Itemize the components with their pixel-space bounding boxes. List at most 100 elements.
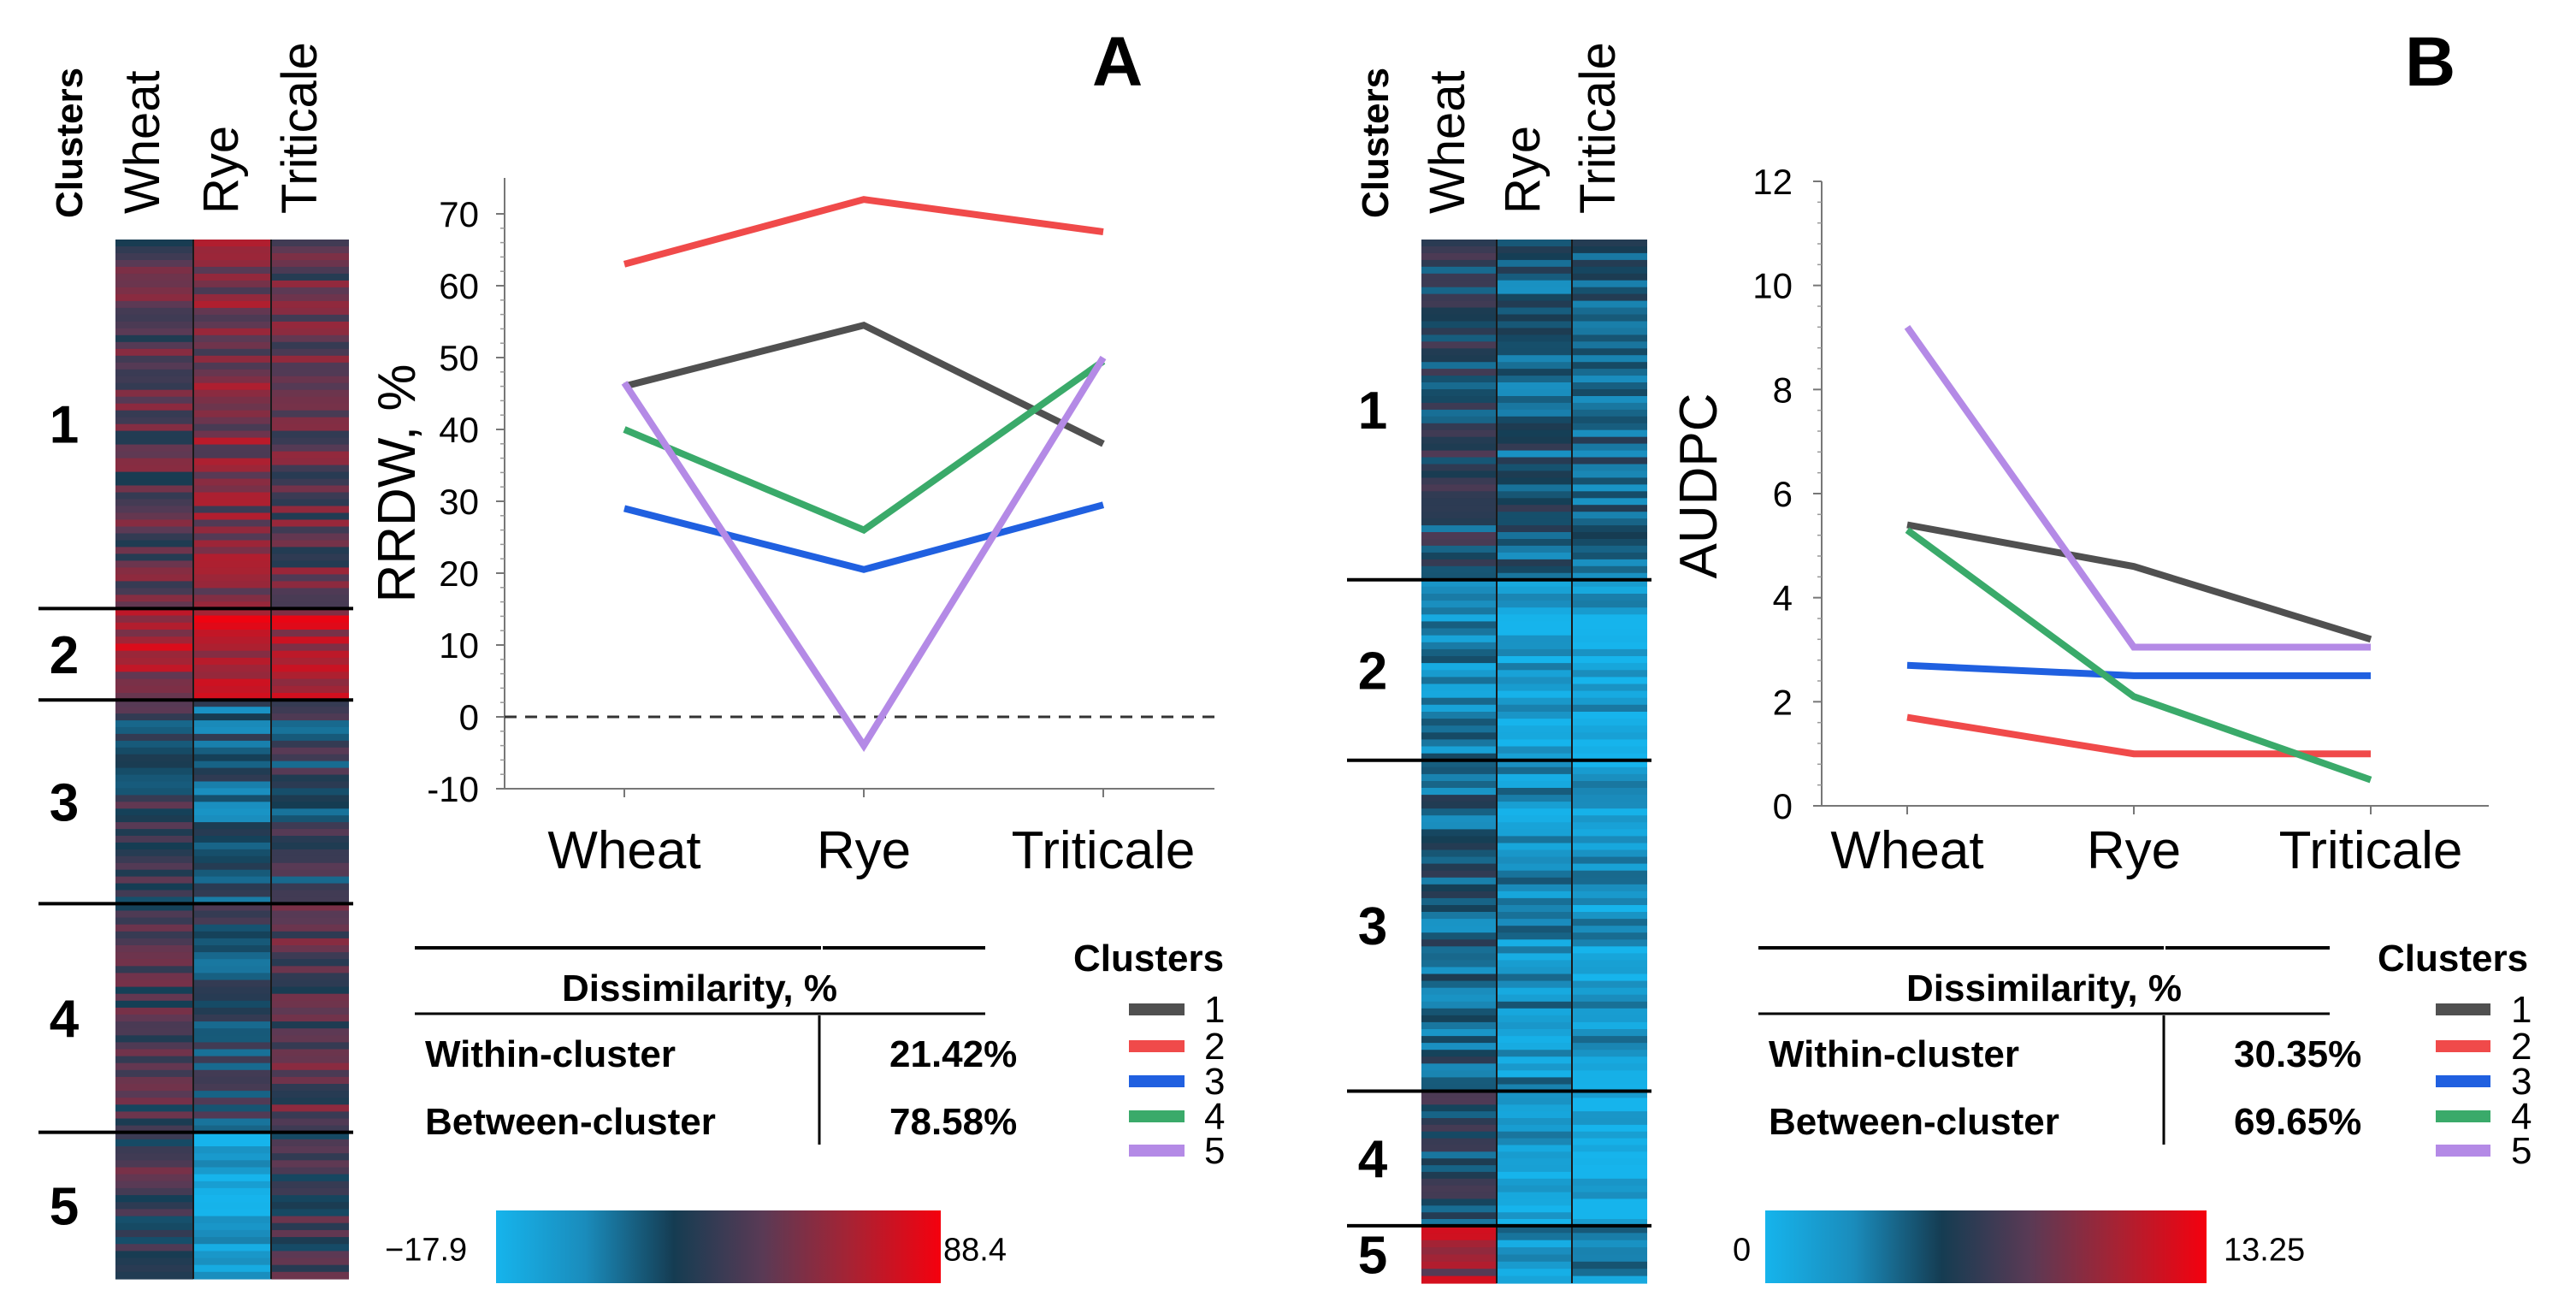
heatmap-cell	[1572, 973, 1647, 982]
heatmap-cell	[271, 417, 349, 425]
heatmap-cell	[271, 423, 349, 432]
heatmap-cell	[193, 630, 271, 637]
heatmap-cell	[271, 478, 349, 487]
heatmap-cell	[1572, 712, 1647, 719]
heatmap-cell	[193, 266, 271, 275]
heatmap-cell	[115, 437, 193, 446]
heatmap-cell	[271, 883, 349, 891]
heatmap-cell	[193, 855, 271, 864]
heatmap-cell	[271, 588, 349, 595]
heatmap-cell	[193, 829, 271, 837]
heatmap-cell	[1497, 1225, 1572, 1234]
heatmap-cell	[115, 574, 193, 582]
heatmap-cell	[1421, 572, 1497, 581]
heatmap-cell	[193, 924, 271, 932]
y-tick-label: 70	[439, 194, 479, 234]
heatmap-cell	[271, 720, 349, 728]
heatmap-cell	[1421, 946, 1497, 954]
heatmap-cell	[1572, 369, 1647, 376]
heatmap-cell	[1497, 1138, 1572, 1146]
x-tick-label: Triticale	[1012, 821, 1196, 880]
heatmap-cell	[193, 993, 271, 1002]
heatmap-cell	[115, 1167, 193, 1175]
heatmap-cell	[193, 1028, 271, 1036]
heatmap-cluster-label: 3	[1358, 897, 1387, 956]
y-tick-label: 20	[439, 553, 479, 594]
heatmap-cell	[193, 1271, 271, 1280]
heatmap-cell	[115, 1015, 193, 1022]
heatmap-cell	[271, 553, 349, 561]
heatmap-cell	[115, 458, 193, 466]
heatmap-cell	[271, 451, 349, 459]
heatmap-cell	[193, 1174, 271, 1182]
table-row-value: 30.35%	[2234, 1033, 2361, 1075]
heatmap-cell	[271, 1118, 349, 1127]
heatmap-cell	[1497, 1111, 1572, 1119]
heatmap-cell	[271, 471, 349, 480]
legend-title: Clusters	[2378, 938, 2528, 979]
heatmap-cell	[1497, 1063, 1572, 1071]
heatmap-cell	[1421, 980, 1497, 989]
legend-label: 1	[2511, 989, 2532, 1031]
heatmap-cell	[115, 622, 193, 630]
heatmap-cell	[271, 713, 349, 721]
heatmap-column-label: Wheat	[115, 70, 170, 214]
heatmap-cell	[271, 657, 349, 666]
heatmap-cell	[1572, 746, 1647, 755]
heatmap-cell	[193, 754, 271, 762]
heatmap-cell	[1572, 1145, 1647, 1152]
heatmap-cell	[1421, 287, 1497, 295]
heatmap-cell	[271, 540, 349, 548]
heatmap-cell	[115, 506, 193, 514]
heatmap-cell	[115, 1216, 193, 1224]
series-line-4	[623, 358, 1106, 535]
heatmap-cell	[1572, 1077, 1647, 1086]
heatmap-cell	[1497, 457, 1572, 465]
heatmap-cell	[271, 1021, 349, 1029]
heatmap-cell	[1572, 1091, 1647, 1098]
heatmap-cell	[271, 1216, 349, 1224]
heatmap-cell	[193, 1258, 271, 1266]
heatmap-cell	[193, 1187, 271, 1196]
heatmap-cell	[115, 713, 193, 721]
heatmap-cell	[193, 328, 271, 336]
heatmap-cell	[1421, 1001, 1497, 1009]
y-tick-label: 8	[1773, 370, 1793, 410]
heatmap-cell	[1572, 1036, 1647, 1044]
heatmap-cell	[1497, 877, 1572, 885]
heatmap-cell	[1572, 525, 1647, 533]
x-tick-label: Wheat	[547, 821, 700, 880]
heatmap-cell	[271, 410, 349, 418]
heatmap-cell	[271, 533, 349, 541]
heatmap-cell	[115, 314, 193, 323]
heatmap-cell	[271, 465, 349, 473]
heatmap-cell	[193, 417, 271, 425]
heatmap-cell	[1421, 280, 1497, 288]
heatmap-cell	[1572, 287, 1647, 295]
heatmap-cell	[1421, 1254, 1497, 1263]
heatmap-cell	[115, 287, 193, 295]
table-row-value: 21.42%	[889, 1033, 1017, 1075]
heatmap-cell	[1497, 781, 1572, 789]
heatmap-cell	[115, 601, 193, 609]
heatmap-cell	[115, 362, 193, 370]
heatmap-cell	[1421, 464, 1497, 472]
heatmap-cell	[1572, 423, 1647, 431]
heatmap-cell	[271, 727, 349, 735]
heatmap-cell	[1572, 579, 1647, 588]
heatmap-cell	[271, 1187, 349, 1196]
heatmap-cell	[115, 1028, 193, 1036]
heatmap-cell	[1572, 341, 1647, 349]
heatmap-cell	[1572, 932, 1647, 940]
heatmap-cell	[271, 574, 349, 582]
heatmap-cell	[1421, 491, 1497, 499]
y-tick-label: 12	[1752, 162, 1793, 202]
heatmap-cell	[1421, 1151, 1497, 1159]
heatmap-cell	[1572, 1043, 1647, 1050]
heatmap-cell	[115, 348, 193, 357]
heatmap-cell	[115, 767, 193, 776]
heatmap-cell	[193, 273, 271, 281]
